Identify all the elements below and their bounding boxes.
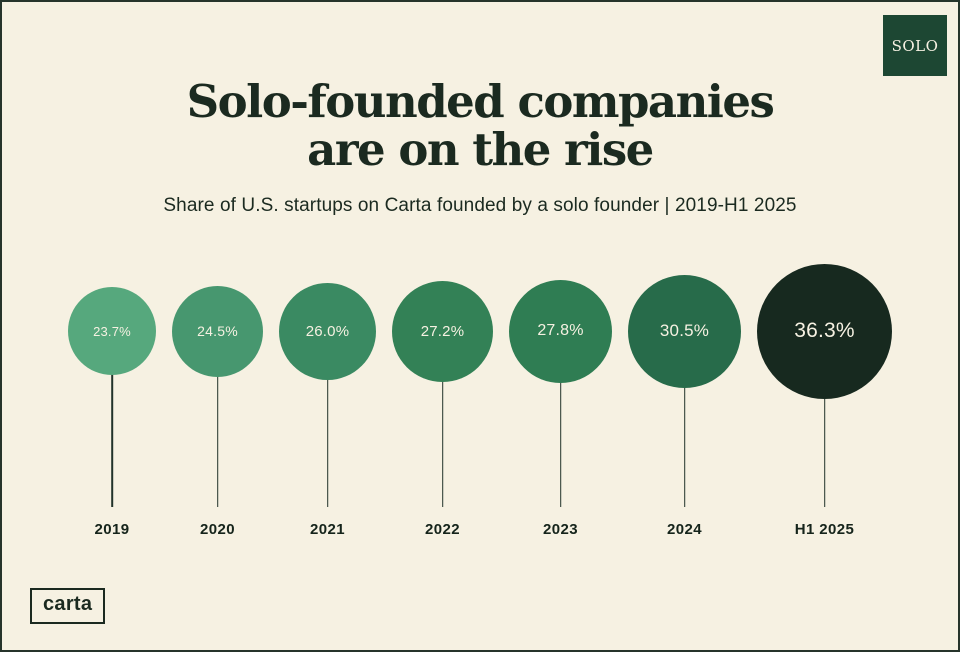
year-label: 2019 bbox=[94, 521, 130, 539]
bubble-value-label: 27.2% bbox=[420, 322, 465, 340]
bubble-value-label: 26.0% bbox=[305, 322, 350, 340]
title-line-1: Solo-founded companies bbox=[186, 75, 775, 128]
solo-badge: SOLO bbox=[883, 15, 947, 76]
bubble-column: 23.7% 2019 bbox=[68, 261, 156, 538]
carta-logo: carta bbox=[30, 588, 106, 624]
year-label: 2024 bbox=[667, 521, 702, 539]
bubble-2024: 30.5% bbox=[628, 274, 741, 388]
bubble-area: 27.8% bbox=[509, 261, 612, 401]
header: Solo-founded companies are on the rise S… bbox=[0, 0, 960, 217]
bubble-value-label: 36.3% bbox=[794, 319, 855, 343]
stem-line bbox=[559, 331, 562, 508]
bubble-2020: 24.5% bbox=[172, 285, 263, 377]
bubble-2021: 26.0% bbox=[279, 282, 376, 380]
year-label: H1 2025 bbox=[794, 521, 855, 539]
bubble-2022: 27.2% bbox=[392, 280, 493, 382]
bubble-2019: 23.7% bbox=[68, 287, 156, 376]
bubble-column: 27.8% 2023 bbox=[509, 261, 612, 538]
bubble-column: 27.2% 2022 bbox=[392, 261, 493, 538]
stem-line bbox=[111, 331, 113, 508]
year-label: 2021 bbox=[310, 521, 345, 539]
page-title: Solo-founded companies are on the rise bbox=[0, 78, 960, 173]
year-label: 2020 bbox=[200, 521, 235, 539]
bubble-area: 30.5% bbox=[628, 261, 741, 401]
bubble-column: 36.3% H1 2025 bbox=[757, 261, 892, 538]
year-label: 2023 bbox=[543, 521, 578, 539]
bubble-area: 24.5% bbox=[172, 261, 263, 401]
stem-line bbox=[683, 331, 686, 508]
stem-line bbox=[216, 331, 219, 508]
bubble-value-label: 30.5% bbox=[659, 321, 710, 341]
bubble-area: 23.7% bbox=[68, 261, 156, 401]
bubble-column: 30.5% 2024 bbox=[628, 261, 741, 538]
bubble-area: 26.0% bbox=[279, 261, 376, 401]
bubble-value-label: 27.8% bbox=[537, 322, 584, 340]
bubble-2023: 27.8% bbox=[509, 279, 612, 383]
bubble-value-label: 24.5% bbox=[197, 323, 238, 340]
bubble-area: 27.2% bbox=[392, 261, 493, 401]
bubble-area: 36.3% bbox=[757, 261, 892, 401]
chart-subtitle: Share of U.S. startups on Carta founded … bbox=[163, 195, 797, 217]
bubble-column: 26.0% 2021 bbox=[279, 261, 376, 538]
bubble-column: 24.5% 2020 bbox=[172, 261, 263, 538]
stem-line bbox=[441, 331, 444, 508]
year-label: 2022 bbox=[425, 521, 460, 539]
bubble-value-label: 23.7% bbox=[93, 323, 131, 339]
title-line-2: are on the rise bbox=[307, 122, 654, 176]
stem-line bbox=[326, 331, 329, 508]
bubble-h1-2025: 36.3% bbox=[757, 263, 892, 399]
bubble-chart: 23.7% 2019 24.5% 2020 26.0% 2021 27.2% 2022 27.8… bbox=[0, 261, 960, 538]
stem-line bbox=[823, 331, 826, 508]
